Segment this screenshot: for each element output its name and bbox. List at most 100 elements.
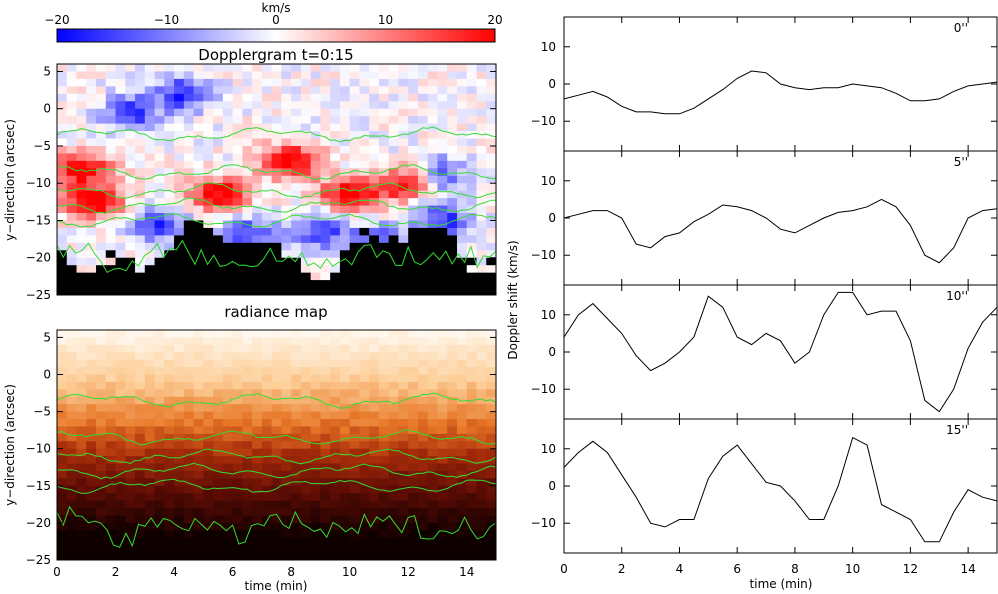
heatmap-cell bbox=[57, 108, 68, 117]
heatmap-cell bbox=[96, 153, 107, 162]
heatmap-cell bbox=[427, 242, 439, 251]
heatmap-cell bbox=[105, 537, 117, 546]
heatmap-cell bbox=[252, 108, 263, 117]
heatmap-cell bbox=[447, 227, 458, 236]
heatmap-cell bbox=[174, 493, 185, 502]
heatmap-cell bbox=[281, 463, 292, 472]
heatmap-cell bbox=[447, 493, 458, 502]
heatmap-cell bbox=[408, 389, 419, 398]
heatmap-cell bbox=[291, 478, 302, 487]
heatmap-cell bbox=[232, 257, 243, 266]
heatmap-cell bbox=[388, 235, 400, 244]
heatmap-cell bbox=[378, 138, 390, 147]
heatmap-cell bbox=[232, 411, 243, 420]
heatmap-cell bbox=[105, 545, 117, 554]
heatmap-cell bbox=[57, 537, 68, 546]
heatmap-cell bbox=[320, 272, 331, 281]
heatmap-cell bbox=[144, 330, 156, 339]
heatmap-cell bbox=[144, 344, 156, 353]
heatmap-cell bbox=[96, 522, 107, 531]
heatmap-cell bbox=[271, 86, 282, 95]
heatmap-cell bbox=[476, 485, 487, 494]
heatmap-cell bbox=[456, 545, 468, 554]
heatmap-cell bbox=[291, 419, 302, 428]
heatmap-cell bbox=[105, 242, 117, 251]
heatmap-cell bbox=[86, 265, 97, 274]
heatmap-cell bbox=[86, 404, 97, 413]
heatmap-cell bbox=[408, 522, 419, 531]
heatmap-cell bbox=[261, 426, 273, 435]
heatmap-cell bbox=[476, 419, 487, 428]
heatmap-cell bbox=[300, 441, 312, 450]
heatmap-cell bbox=[183, 257, 195, 266]
heatmap-cell bbox=[183, 330, 195, 339]
heatmap-cell bbox=[242, 265, 253, 274]
heatmap-cell bbox=[203, 153, 214, 162]
heatmap-cell bbox=[193, 537, 204, 546]
heatmap-cell bbox=[466, 404, 478, 413]
heatmap-cell bbox=[349, 235, 361, 244]
heatmap-cell bbox=[398, 522, 409, 531]
heatmap-cell bbox=[57, 374, 68, 383]
heatmap-cell bbox=[76, 153, 87, 162]
heatmap-cell bbox=[300, 183, 312, 192]
heatmap-cell bbox=[359, 485, 370, 494]
heatmap-cell bbox=[359, 175, 370, 184]
heatmap-cell bbox=[310, 123, 321, 132]
heatmap-cell bbox=[174, 426, 185, 435]
heatmap-cell bbox=[447, 448, 458, 457]
heatmap-cell bbox=[447, 478, 458, 487]
heatmap-cell bbox=[135, 145, 146, 155]
heatmap-cell bbox=[320, 116, 331, 125]
heatmap-cell bbox=[213, 227, 224, 236]
heatmap-cell bbox=[164, 138, 175, 147]
heatmap-cell bbox=[300, 160, 312, 169]
heatmap-cell bbox=[213, 220, 224, 229]
heatmap-cell bbox=[291, 168, 302, 177]
heatmap-cell bbox=[339, 337, 351, 346]
heatmap-cell bbox=[232, 108, 243, 117]
heatmap-cell bbox=[232, 508, 243, 517]
heatmap-cell bbox=[213, 145, 224, 155]
heatmap-cell bbox=[57, 552, 68, 560]
heatmap-cell bbox=[115, 153, 126, 162]
heatmap-cell bbox=[232, 500, 243, 509]
heatmap-cell bbox=[105, 213, 117, 222]
heatmap-cell bbox=[183, 530, 195, 539]
heatmap-cell bbox=[66, 265, 78, 274]
x-tick-label: 6 bbox=[229, 565, 237, 579]
right-panels-xlabel: time (min) bbox=[750, 577, 813, 591]
heatmap-cell bbox=[144, 337, 156, 346]
heatmap-cell bbox=[310, 419, 321, 428]
heatmap-cell bbox=[222, 367, 234, 376]
heatmap-cell bbox=[417, 198, 429, 207]
heatmap-cell bbox=[408, 419, 419, 428]
heatmap-cell bbox=[242, 344, 253, 353]
heatmap-cell bbox=[466, 168, 478, 177]
heatmap-cell bbox=[349, 213, 361, 222]
heatmap-cell bbox=[369, 381, 380, 390]
heatmap-cell bbox=[349, 227, 361, 236]
heatmap-cell bbox=[174, 330, 185, 339]
heatmap-cell bbox=[193, 213, 204, 222]
heatmap-cell bbox=[349, 78, 361, 87]
heatmap-cell bbox=[183, 86, 195, 95]
heatmap-cell bbox=[330, 64, 341, 73]
heatmap-cell bbox=[135, 205, 146, 214]
heatmap-cell bbox=[232, 389, 243, 398]
heatmap-cell bbox=[125, 71, 136, 80]
heatmap-cell bbox=[417, 411, 429, 420]
heatmap-cell bbox=[320, 485, 331, 494]
heatmap-cell bbox=[76, 272, 87, 281]
heatmap-cell bbox=[193, 456, 204, 465]
heatmap-cell bbox=[310, 448, 321, 457]
heatmap-cell bbox=[486, 485, 496, 494]
heatmap-cell bbox=[115, 108, 126, 117]
heatmap-cell bbox=[57, 242, 68, 251]
heatmap-cell bbox=[96, 367, 107, 376]
heatmap-cell bbox=[164, 287, 175, 295]
heatmap-cell bbox=[417, 64, 429, 73]
heatmap-cell bbox=[339, 220, 351, 229]
heatmap-cell bbox=[437, 160, 448, 169]
heatmap-cell bbox=[125, 441, 136, 450]
